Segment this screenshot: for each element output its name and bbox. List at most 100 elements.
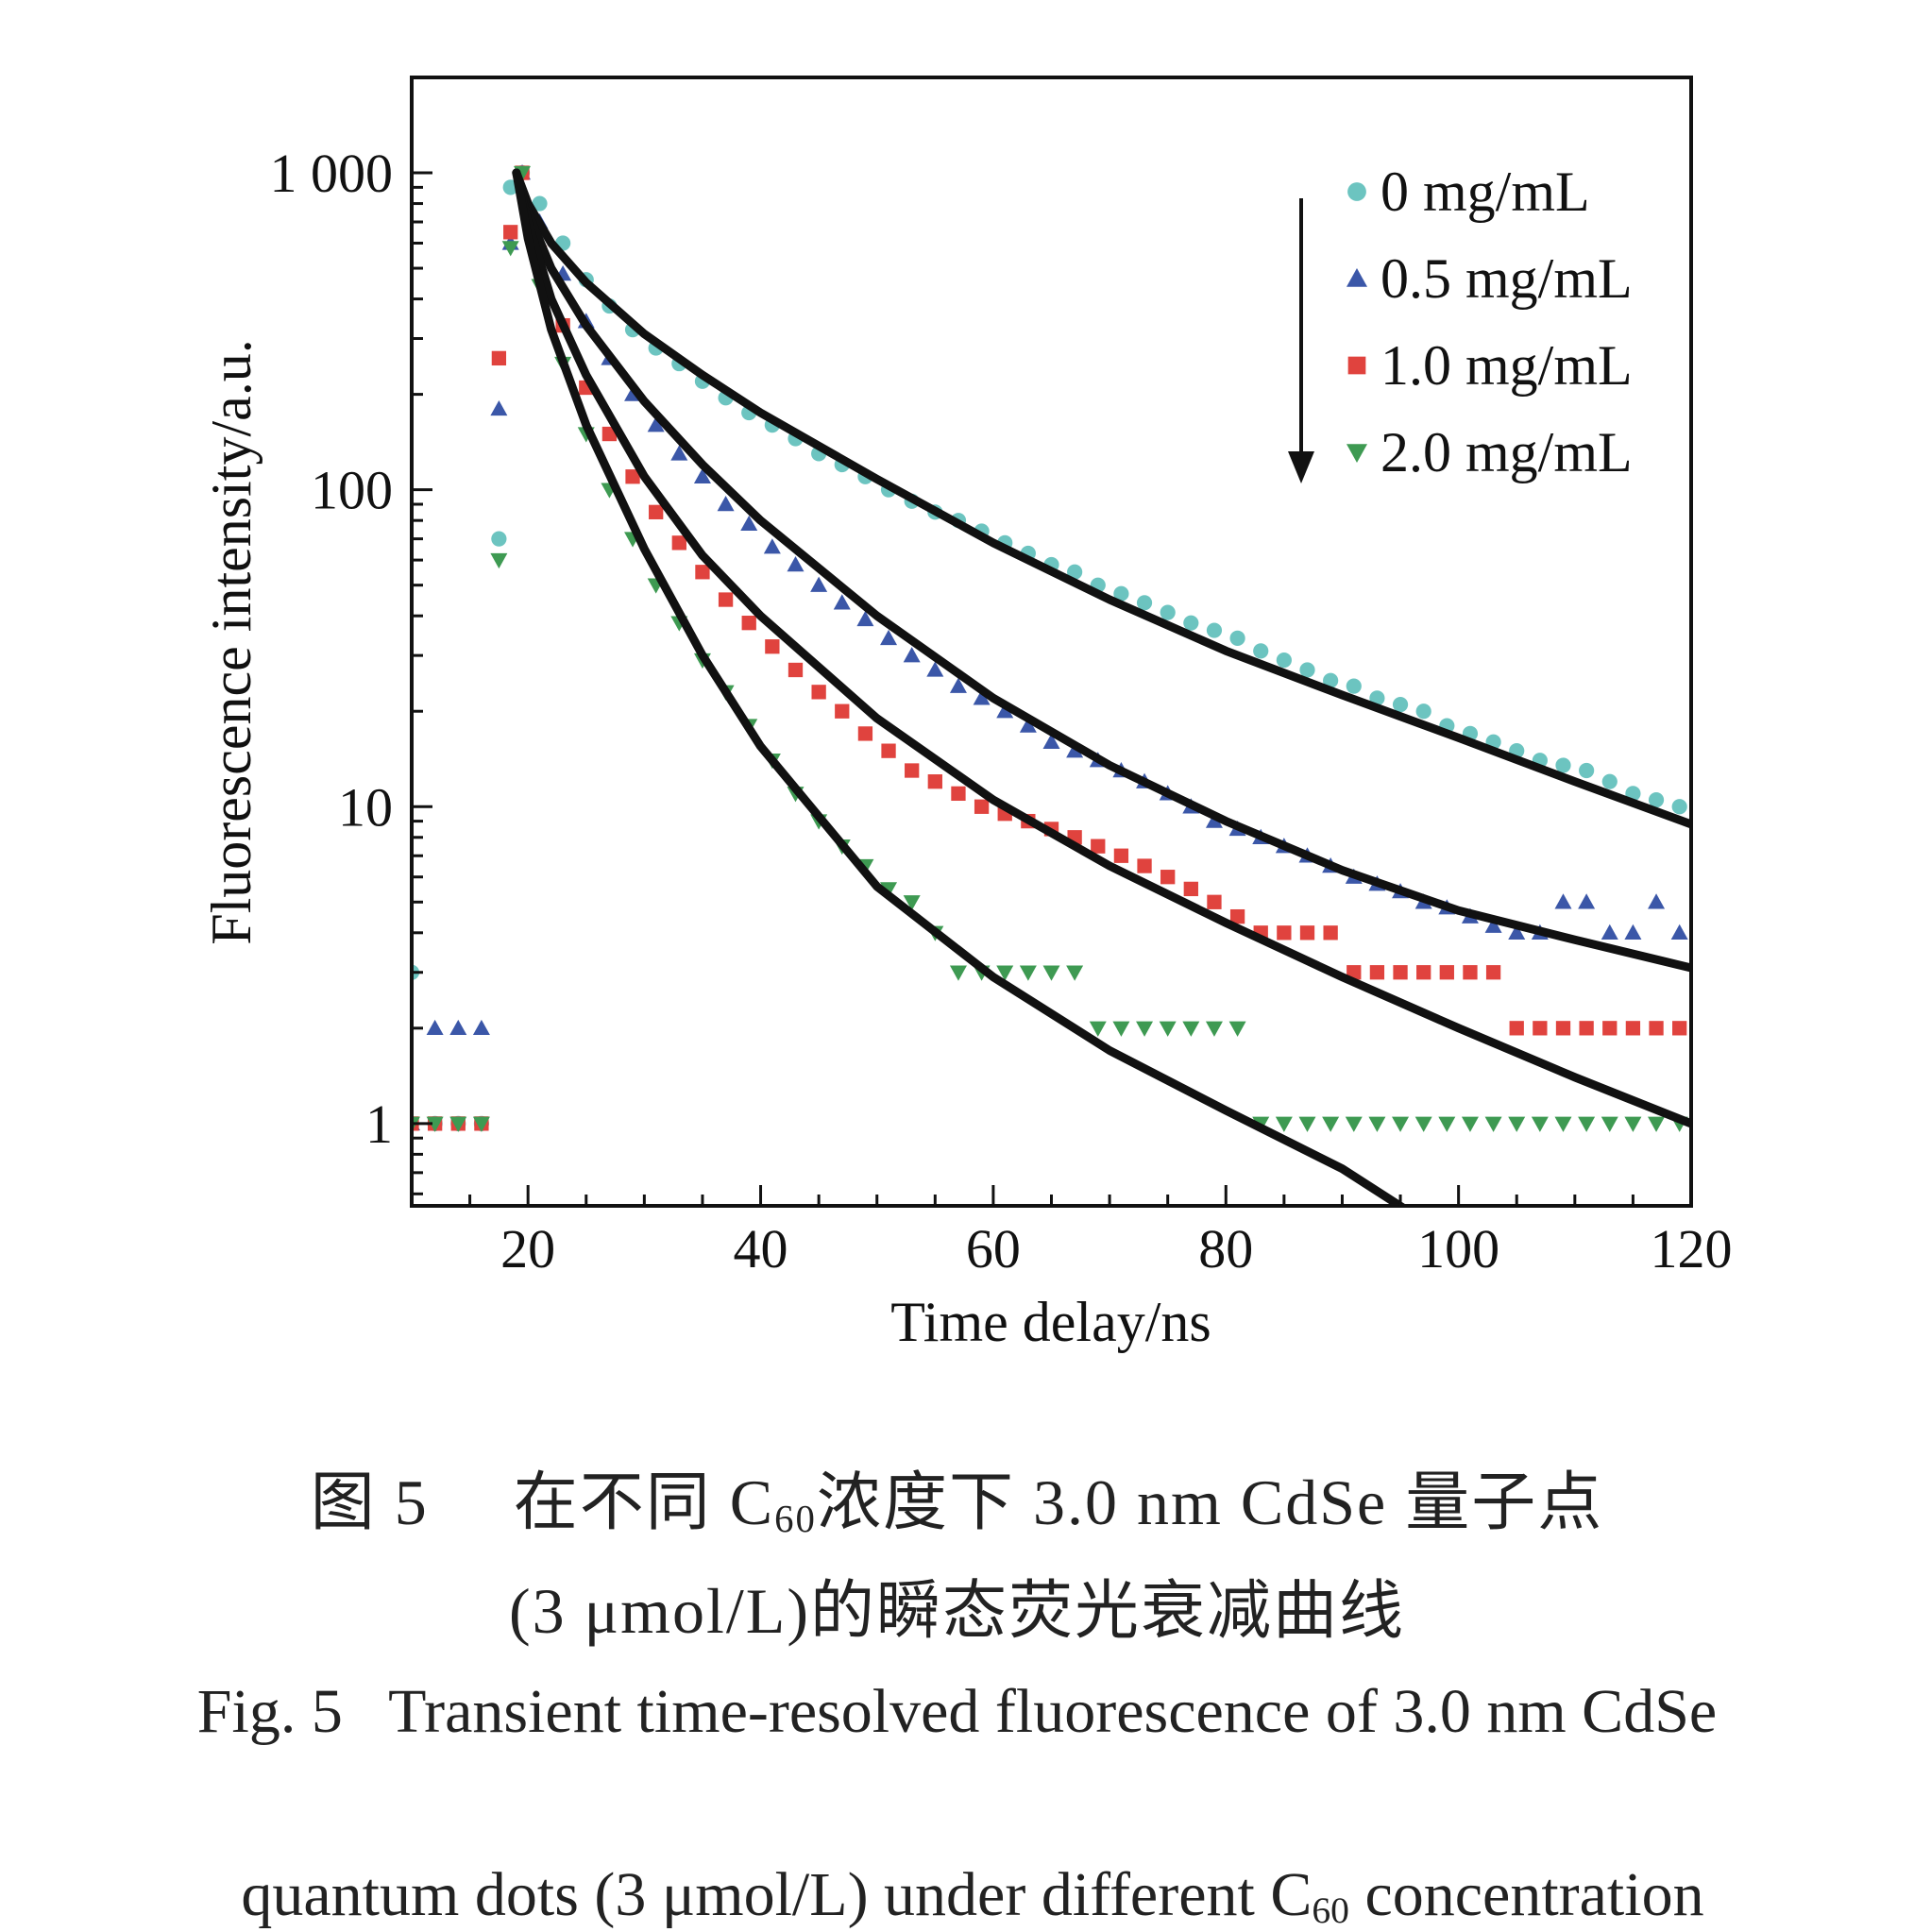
data-point-1-0-mg-ml <box>695 565 710 580</box>
data-point-0-mg-ml <box>1229 630 1245 646</box>
data-point-0-5-mg-ml <box>1648 893 1666 909</box>
data-point-2-0-mg-ml <box>1601 1116 1618 1132</box>
data-point-1-0-mg-ml <box>503 225 518 240</box>
data-point-0-mg-ml <box>1253 643 1269 659</box>
data-point-1-0-mg-ml <box>1439 965 1454 980</box>
data-point-1-0-mg-ml <box>1555 1021 1571 1036</box>
data-point-0-mg-ml <box>1299 662 1315 678</box>
data-point-1-0-mg-ml <box>765 639 780 654</box>
fit-curve-3 <box>512 168 1691 1128</box>
data-point-2-0-mg-ml <box>1368 1116 1386 1132</box>
data-point-0-5-mg-ml <box>670 445 688 461</box>
data-point-1-0-mg-ml <box>811 685 826 700</box>
y-tick-label: 10 <box>338 776 393 838</box>
data-point-2-0-mg-ml <box>949 965 967 981</box>
data-point-0-mg-ml <box>1160 604 1176 620</box>
data-point-2-0-mg-ml <box>1461 1116 1479 1132</box>
data-point-2-0-mg-ml <box>1345 1116 1363 1132</box>
x-tick-label: 120 <box>1651 1218 1733 1280</box>
data-point-0-mg-ml <box>1323 672 1339 688</box>
data-point-0-5-mg-ml <box>810 576 828 592</box>
fit-curve-2 <box>512 168 1691 973</box>
caption-cn-line1: 图 5 在不同 C60浓度下 3.0 nm CdSe 量子点 <box>0 1449 1914 1543</box>
data-point-1-0-mg-ml <box>905 763 920 778</box>
data-point-0-5-mg-ml <box>740 515 758 532</box>
caption-en-sub: 60 <box>1312 1889 1349 1931</box>
data-point-2-0-mg-ml <box>1578 1116 1596 1132</box>
data-point-2-0-mg-ml <box>1089 1021 1107 1037</box>
data-point-0-mg-ml <box>1392 697 1409 713</box>
data-point-2-0-mg-ml <box>1414 1116 1432 1132</box>
legend-marker-0-5-mg-ml <box>1347 268 1367 287</box>
data-point-1-0-mg-ml <box>1649 1021 1664 1036</box>
data-point-0-5-mg-ml <box>1601 924 1618 941</box>
data-point-0-5-mg-ml <box>996 703 1014 719</box>
data-point-1-0-mg-ml <box>649 504 664 519</box>
data-point-2-0-mg-ml <box>1484 1116 1502 1132</box>
data-point-2-0-mg-ml <box>426 1116 444 1132</box>
caption-en-line2: quantum dots (3 μmol/L) under different … <box>0 1788 1914 1932</box>
data-point-1-0-mg-ml <box>1416 965 1431 980</box>
data-point-0-5-mg-ml <box>1042 733 1060 749</box>
data-point-1-0-mg-ml <box>881 743 896 758</box>
legend-label-0-mg-ml: 0 mg/mL <box>1380 161 1590 223</box>
data-point-1-0-mg-ml <box>1091 839 1106 854</box>
data-point-0-5-mg-ml <box>472 1019 490 1036</box>
data-point-2-0-mg-ml <box>472 1116 490 1132</box>
data-point-1-0-mg-ml <box>1299 925 1315 941</box>
data-point-1-0-mg-ml <box>788 662 804 678</box>
caption-fig-number: 图 5 <box>310 1466 429 1538</box>
data-point-1-0-mg-ml <box>1137 858 1152 873</box>
data-point-1-0-mg-ml <box>857 726 873 741</box>
data-point-0-5-mg-ml <box>1484 917 1502 933</box>
data-point-0-5-mg-ml <box>449 1019 467 1036</box>
data-point-1-0-mg-ml <box>1277 925 1292 941</box>
legend-marker-2-0-mg-ml <box>1347 444 1367 463</box>
caption-en-text-a: quantum dots (3 μmol/L) under different … <box>241 1860 1313 1929</box>
data-point-1-0-mg-ml <box>951 786 966 802</box>
x-tick-label: 40 <box>734 1218 788 1280</box>
data-point-0-5-mg-ml <box>880 629 898 646</box>
y-tick-label: 1 000 <box>270 143 394 204</box>
data-point-0-mg-ml <box>532 195 548 212</box>
data-point-2-0-mg-ml <box>903 895 921 911</box>
data-point-0-5-mg-ml <box>903 647 921 663</box>
data-point-0-5-mg-ml <box>787 556 805 572</box>
legend-label-2-0-mg-ml: 2.0 mg/mL <box>1380 421 1633 483</box>
data-point-0-mg-ml <box>1276 652 1292 669</box>
x-tick-label: 80 <box>1198 1218 1253 1280</box>
data-point-2-0-mg-ml <box>1182 1021 1200 1037</box>
data-point-0-5-mg-ml <box>490 399 508 416</box>
fit-curve-4 <box>512 168 1408 1206</box>
data-point-2-0-mg-ml <box>1554 1116 1572 1132</box>
data-point-2-0-mg-ml <box>1019 965 1037 981</box>
x-axis-label: Time delay/ns <box>890 1291 1211 1353</box>
data-point-0-5-mg-ml <box>426 1019 444 1036</box>
data-point-2-0-mg-ml <box>1042 965 1060 981</box>
data-point-0-mg-ml <box>1648 792 1665 808</box>
data-point-1-0-mg-ml <box>1485 965 1501 980</box>
data-point-0-5-mg-ml <box>1508 924 1526 941</box>
data-point-0-mg-ml <box>1136 595 1153 611</box>
legend-marker-1-0-mg-ml <box>1347 356 1366 375</box>
data-point-1-0-mg-ml <box>1369 965 1385 980</box>
data-point-2-0-mg-ml <box>1066 965 1084 981</box>
data-point-1-0-mg-ml <box>1229 908 1245 924</box>
data-point-0-mg-ml <box>491 531 507 547</box>
data-point-1-0-mg-ml <box>1183 881 1198 897</box>
data-point-2-0-mg-ml <box>1205 1021 1223 1037</box>
data-point-2-0-mg-ml <box>1112 1021 1130 1037</box>
data-point-0-mg-ml <box>1601 773 1618 789</box>
data-point-0-5-mg-ml <box>856 610 874 627</box>
legend-label-1-0-mg-ml: 1.0 mg/mL <box>1380 334 1633 397</box>
data-point-2-0-mg-ml <box>1648 1116 1666 1132</box>
data-point-1-0-mg-ml <box>1393 965 1408 980</box>
data-point-1-0-mg-ml <box>625 469 640 484</box>
data-point-2-0-mg-ml <box>1624 1116 1642 1132</box>
data-point-0-5-mg-ml <box>973 689 991 705</box>
caption-en-text-b: concentration <box>1348 1860 1704 1929</box>
data-point-0-mg-ml <box>1183 615 1199 631</box>
data-point-2-0-mg-ml <box>880 882 898 898</box>
